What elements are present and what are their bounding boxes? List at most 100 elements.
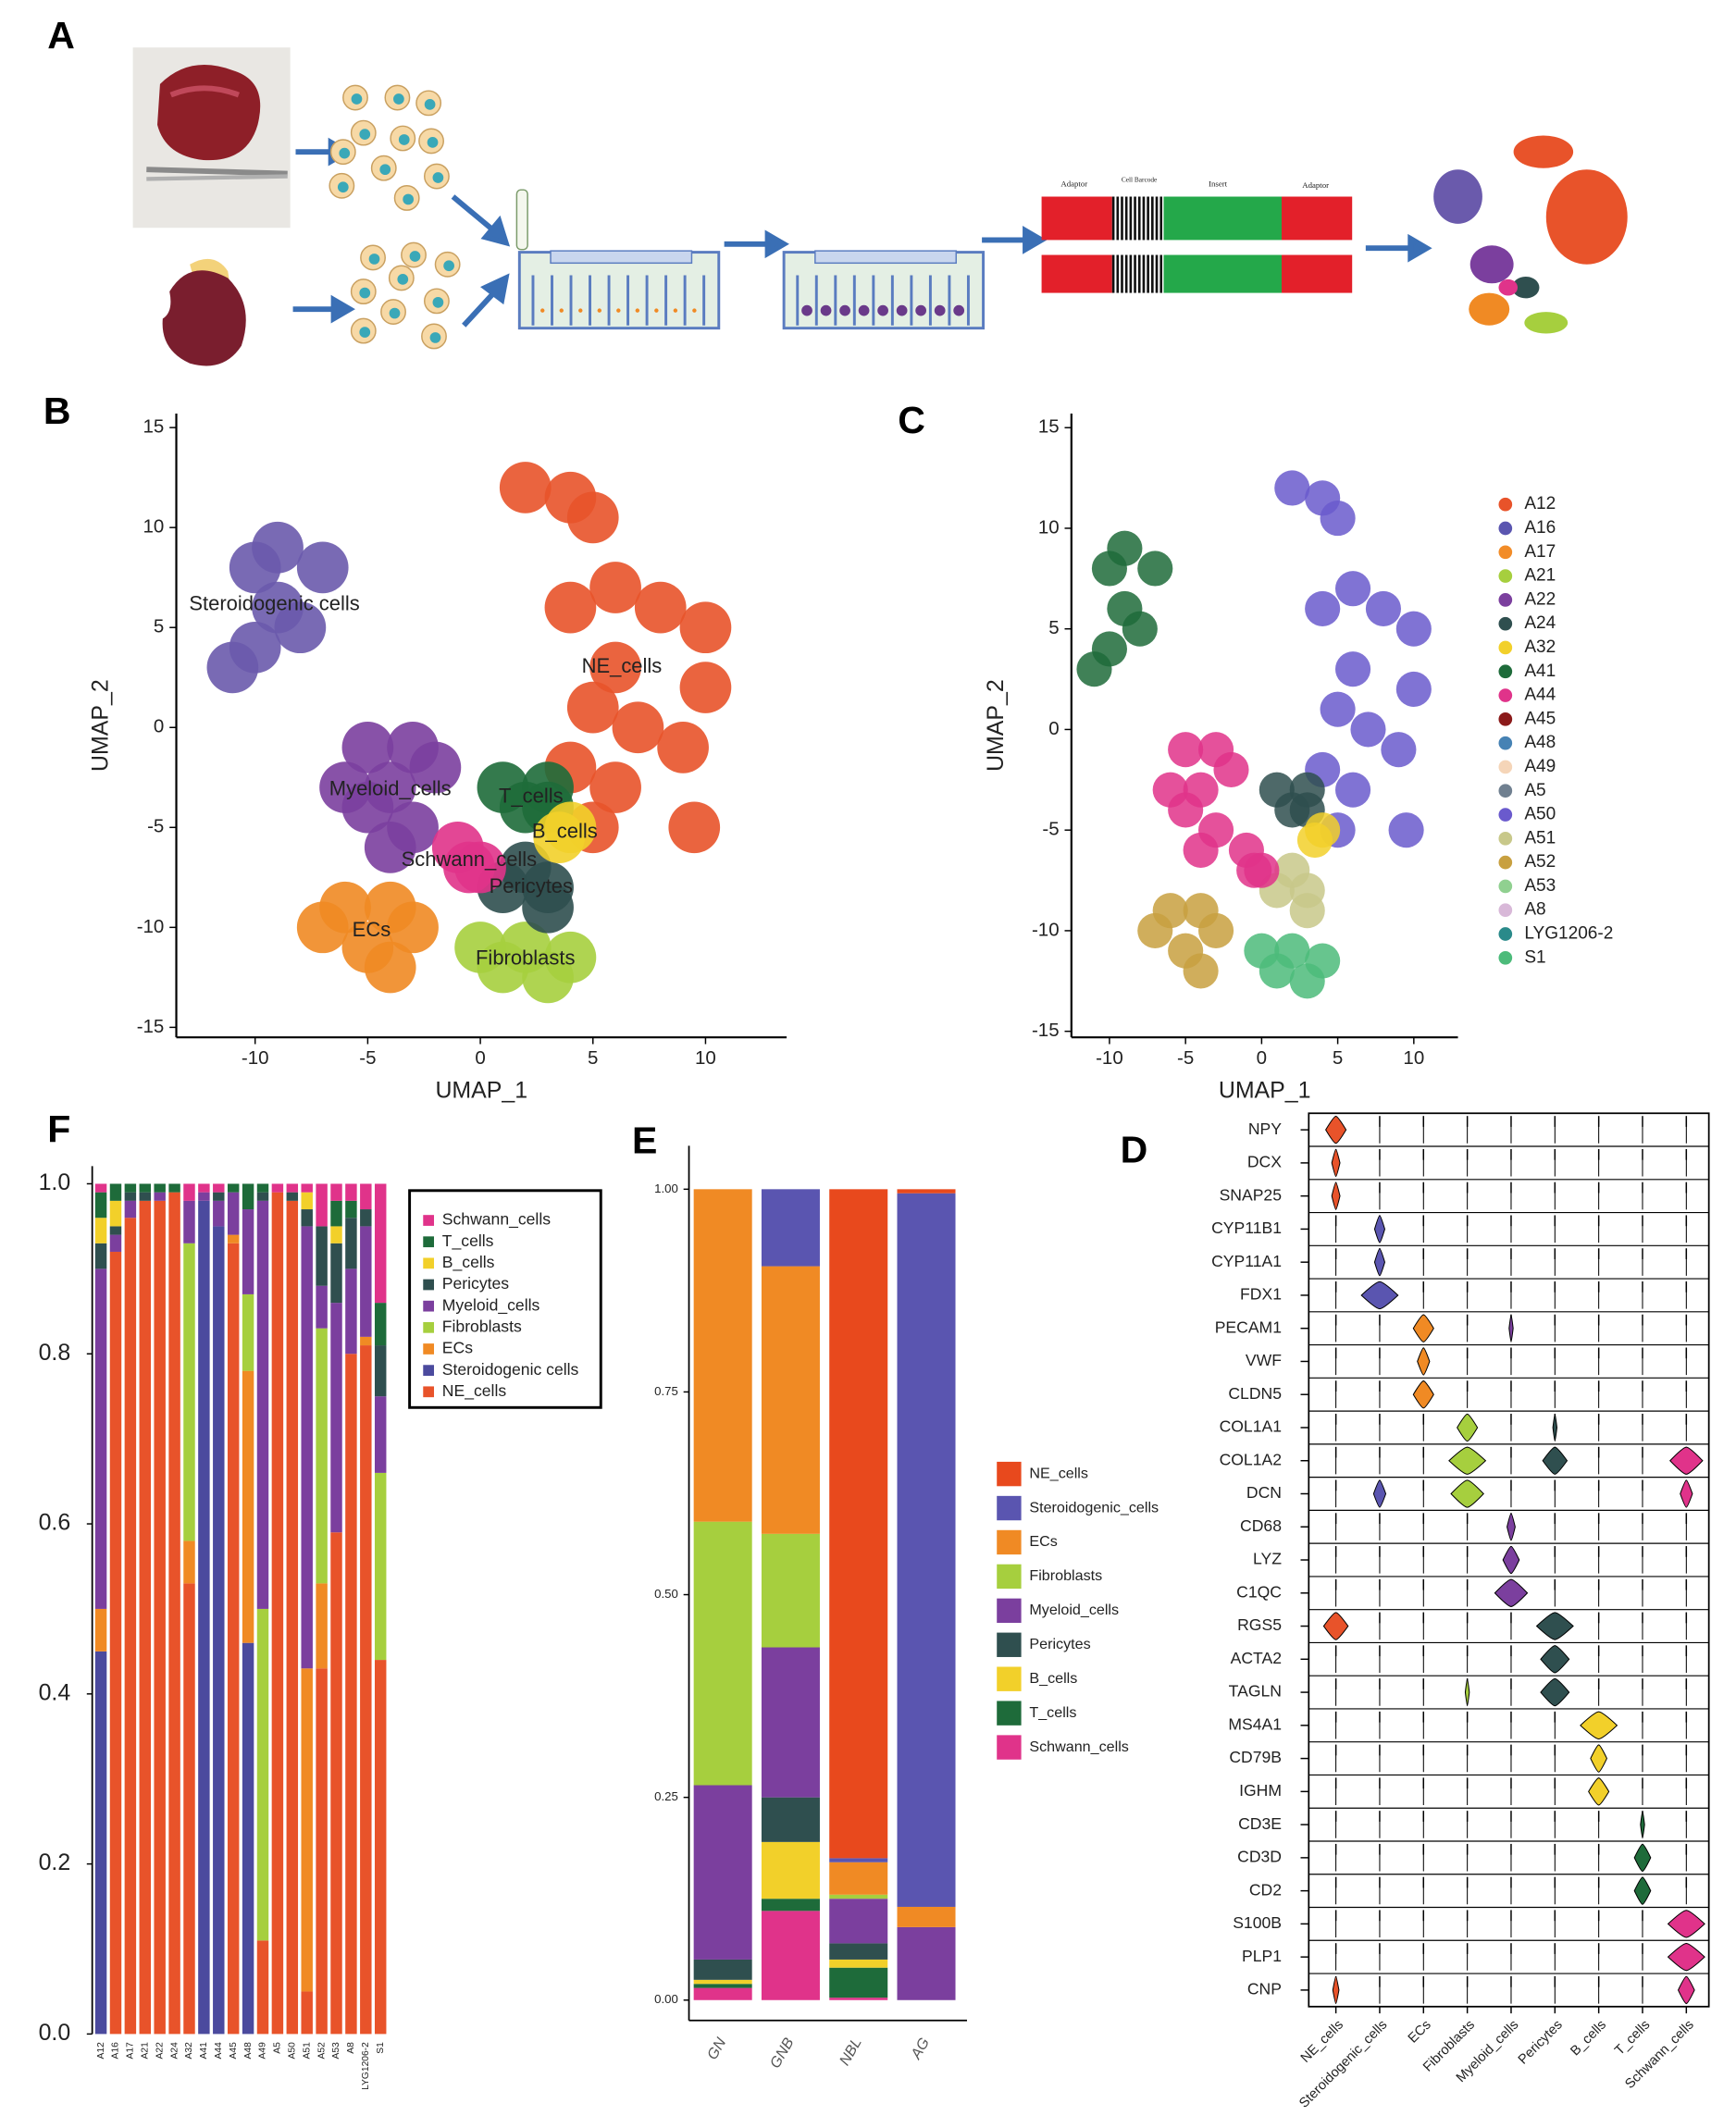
legend-swatch [1498,545,1513,560]
bar-segment [316,1583,328,1669]
legend-swatch [997,1529,1022,1555]
violin [1588,1777,1610,1806]
violin [1633,1843,1652,1873]
bar-segment [124,1200,137,1219]
cell-nucleus [393,93,404,105]
schematic: Adaptor Cell Barcode Insert Adaptor [132,47,1628,366]
legend-swatch [1498,569,1513,583]
droplet [654,308,659,313]
cluster-point [443,841,495,894]
bar-segment [829,1862,888,1895]
cluster-point [679,601,732,654]
bar-segment [330,1532,342,2035]
barcode-stripe [1134,254,1136,293]
bar-segment [301,1183,313,1193]
barcode-stripe [1124,254,1128,293]
bar-segment [829,1899,888,1944]
panel-label: D [1121,1129,1148,1171]
barcode-stripe [1129,254,1133,293]
x-tick-label: 0 [1257,1047,1267,1069]
panel-label: C [898,399,925,441]
bar-segment [168,1183,180,1193]
arrow-head [330,294,355,324]
legend-label: A48 [1524,733,1556,752]
bar-segment [316,1226,328,1286]
bar-segment [227,1243,240,2035]
y-tick-label: 0.8 [39,1340,71,1366]
x-tick-label: 0 [475,1047,485,1069]
sample-blob [1395,611,1432,647]
bar-segment [693,1984,752,1988]
barcode-stripe [1142,254,1146,293]
gene-label: S100B [1233,1913,1282,1932]
bar-segment [345,1268,357,1355]
barcode-stripe [1124,196,1128,241]
arrow [451,194,496,233]
bar-segment [761,1841,820,1899]
cell-nucleus [427,137,439,148]
insert-block [1163,196,1282,241]
sample-blob [1320,691,1356,727]
bar-segment [316,1285,328,1329]
adaptor-block [1041,196,1112,241]
violin [1667,1942,1705,1972]
legend-swatch [1498,879,1513,894]
barcode-stripe [1159,254,1163,293]
barcode-stripe [1121,196,1123,241]
x-tick-label: A17 [126,2042,136,2060]
cluster-point [544,581,597,634]
bar-segment [183,1583,195,2035]
bead [896,304,908,316]
cluster-point [499,462,552,513]
legend-swatch [1498,712,1513,726]
gene-label: CYP11B1 [1211,1219,1282,1237]
legend-swatch [1498,521,1513,536]
legend-label: A44 [1524,686,1556,705]
bar-segment [761,1189,820,1267]
legend-swatch [997,1461,1022,1487]
schematic-label: Adaptor [1302,180,1329,190]
bar-segment [256,1608,269,1941]
bar-segment [198,1192,210,1201]
cluster-point [387,901,439,954]
cluster-point [274,601,327,654]
gene-label: CD2 [1249,1880,1282,1899]
figure-content: A B C F E D [39,14,1710,2111]
bar-segment [94,1268,107,1609]
cell-nucleus [359,327,371,338]
x-tick-label: GN [704,2035,730,2062]
violin [1332,1975,1340,2005]
violin [1502,1545,1520,1575]
sample-blob [1213,751,1249,787]
bar-segment [360,1209,372,1227]
cell-nucleus [397,274,409,285]
bar-segment [301,1226,313,1669]
wells [796,275,970,326]
bar-segment [139,1200,152,2035]
x-tick-label: Steroidogenic_cells [1296,2018,1390,2111]
barcode-stripe [1116,196,1120,241]
x-tick-label: A12 [96,2042,106,2060]
barcode-stripe [1151,254,1154,293]
sample-blob [1197,912,1234,948]
bar-segment [242,1183,254,1210]
bar-segment [330,1243,342,1304]
bar-segment [330,1303,342,1533]
bar-segment [227,1183,240,1193]
bar-segment [693,1979,752,1985]
tube [515,189,528,251]
y-tick-label: -5 [1042,819,1059,840]
bar-segment [198,1200,210,2035]
bar-segment [761,1911,820,2000]
bar-segment [693,1785,752,1960]
y-tick-label: -15 [1032,1020,1060,1041]
panel-label: B [43,390,71,432]
cluster-label: Myeloid_cells [329,777,452,800]
points [206,462,732,1004]
gene-label: COL1A2 [1220,1450,1282,1468]
violin [1640,1810,1645,1839]
legend-label: Steroidogenic cells [442,1360,579,1379]
gene-label: DCX [1247,1153,1282,1171]
legend-label: Fibroblasts [1029,1567,1102,1584]
bar-segment [183,1200,195,1243]
